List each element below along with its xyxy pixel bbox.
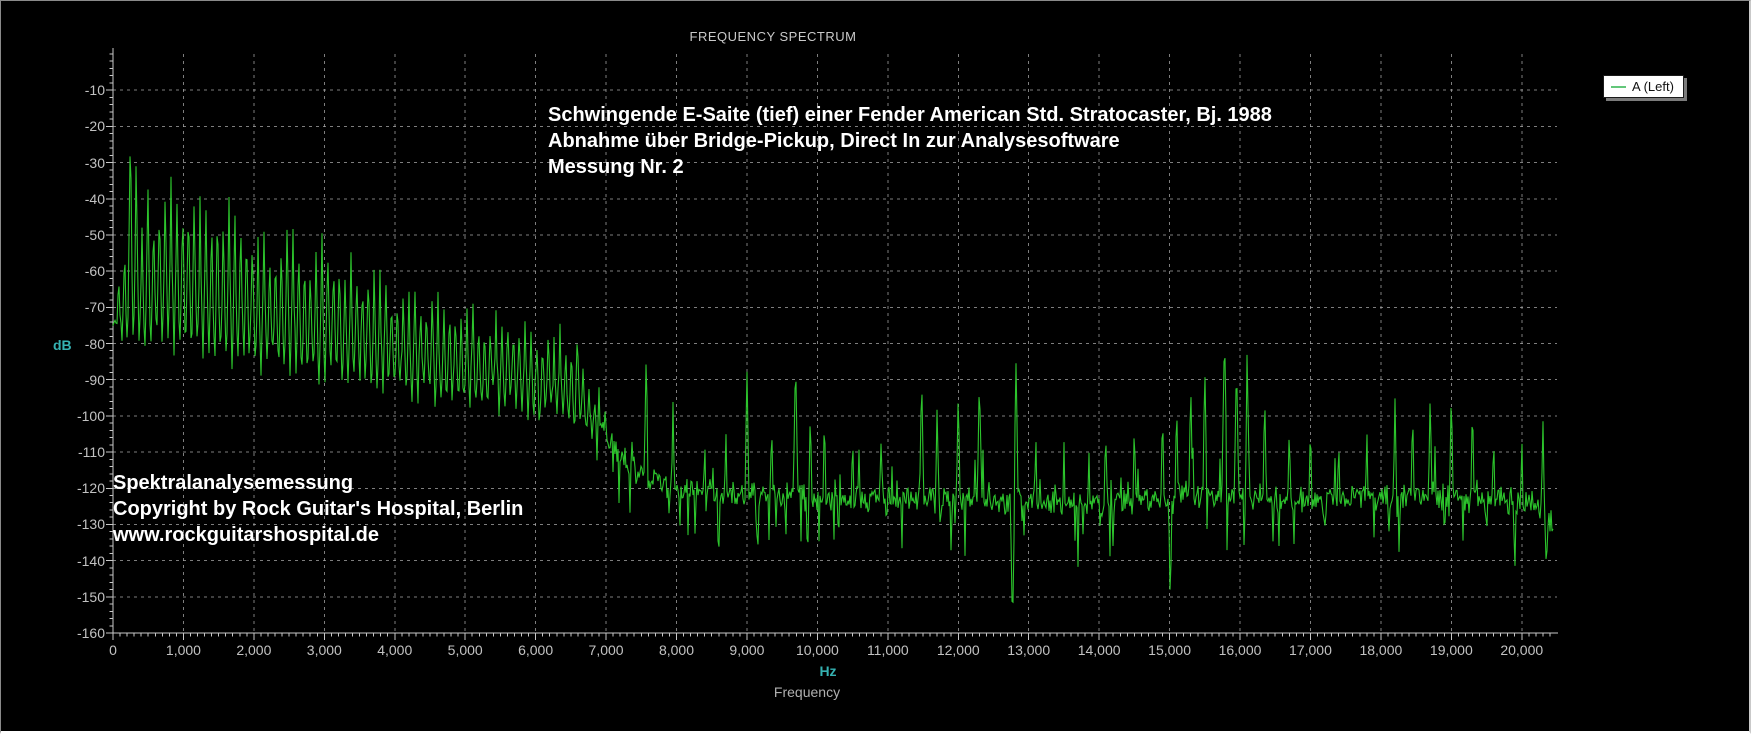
- y-tick-label: -10: [84, 82, 105, 99]
- x-tick-label: 16,000: [1218, 642, 1262, 658]
- copyright-annotation: Spektralanalysemessung Copyright by Rock…: [113, 470, 523, 548]
- legend-item-a-left[interactable]: A (Left): [1603, 75, 1684, 98]
- x-tick-label: 2,000: [236, 642, 272, 658]
- y-tick-label: -50: [84, 226, 105, 243]
- x-axis-unit-label: Hz: [819, 663, 837, 679]
- y-tick-label: -140: [76, 552, 105, 569]
- x-tick-label: 5,000: [447, 642, 483, 658]
- y-tick-label: -40: [84, 190, 105, 207]
- y-tick-label: -100: [76, 407, 105, 424]
- x-axis-title: Frequency: [773, 684, 841, 700]
- spectrum-trace: [112, 156, 1554, 604]
- x-tick-label: 14,000: [1077, 642, 1121, 658]
- legend-label: A (Left): [1632, 79, 1674, 94]
- y-tick-label: -160: [76, 625, 105, 641]
- chart-title: FREQUENCY SPECTRUM: [689, 29, 857, 44]
- y-axis-unit-label: dB: [53, 337, 72, 353]
- annotation-line: Messung Nr. 2: [548, 156, 684, 178]
- watermark-line: Spektralanalysemessung: [113, 472, 354, 494]
- y-tick-label: -30: [84, 154, 105, 171]
- y-tick-label: -110: [78, 444, 105, 461]
- series-color-line-icon: [1611, 85, 1626, 88]
- x-tick-label: 17,000: [1289, 642, 1332, 658]
- x-tick-label: 12,000: [936, 642, 980, 658]
- y-tick-label: -150: [76, 588, 105, 605]
- x-tick-label: 6,000: [518, 642, 554, 658]
- watermark-line: Copyright by Rock Guitar's Hospital, Ber…: [113, 498, 524, 520]
- annotation-line: Abnahme über Bridge-Pickup, Direct In zu…: [548, 130, 1120, 152]
- watermark-line: www.rockguitarshospital.de: [113, 524, 379, 546]
- x-tick-label: 19,000: [1429, 642, 1473, 658]
- x-tick-label: 0: [109, 642, 117, 658]
- measurement-annotation: Schwingende E-Saite (tief) einer Fender …: [548, 102, 1272, 180]
- x-tick-label: 9,000: [729, 642, 765, 658]
- x-tick-label: 20,000: [1500, 642, 1544, 658]
- y-tick-label: -90: [84, 371, 105, 388]
- x-tick-label: 8,000: [658, 642, 695, 658]
- y-tick-label: -120: [76, 480, 105, 497]
- x-tick-label: 10,000: [795, 642, 839, 658]
- x-tick-label: 7,000: [588, 642, 624, 658]
- y-tick-label: -130: [76, 516, 105, 533]
- x-tick-label: 15,000: [1148, 642, 1191, 658]
- y-tick-label: -60: [84, 263, 105, 280]
- x-tick-label: 1,000: [165, 642, 201, 658]
- y-tick-label: -80: [84, 335, 105, 352]
- x-tick-label: 18,000: [1359, 642, 1403, 658]
- annotation-line: Schwingende E-Saite (tief) einer Fender …: [548, 104, 1272, 126]
- x-tick-label: 13,000: [1007, 642, 1051, 658]
- x-tick-label: 3,000: [306, 642, 342, 658]
- y-tick-label: -20: [84, 118, 105, 135]
- x-tick-label: 11,000: [866, 642, 909, 658]
- y-tick-label: -70: [84, 299, 105, 316]
- x-tick-label: 4,000: [377, 642, 413, 658]
